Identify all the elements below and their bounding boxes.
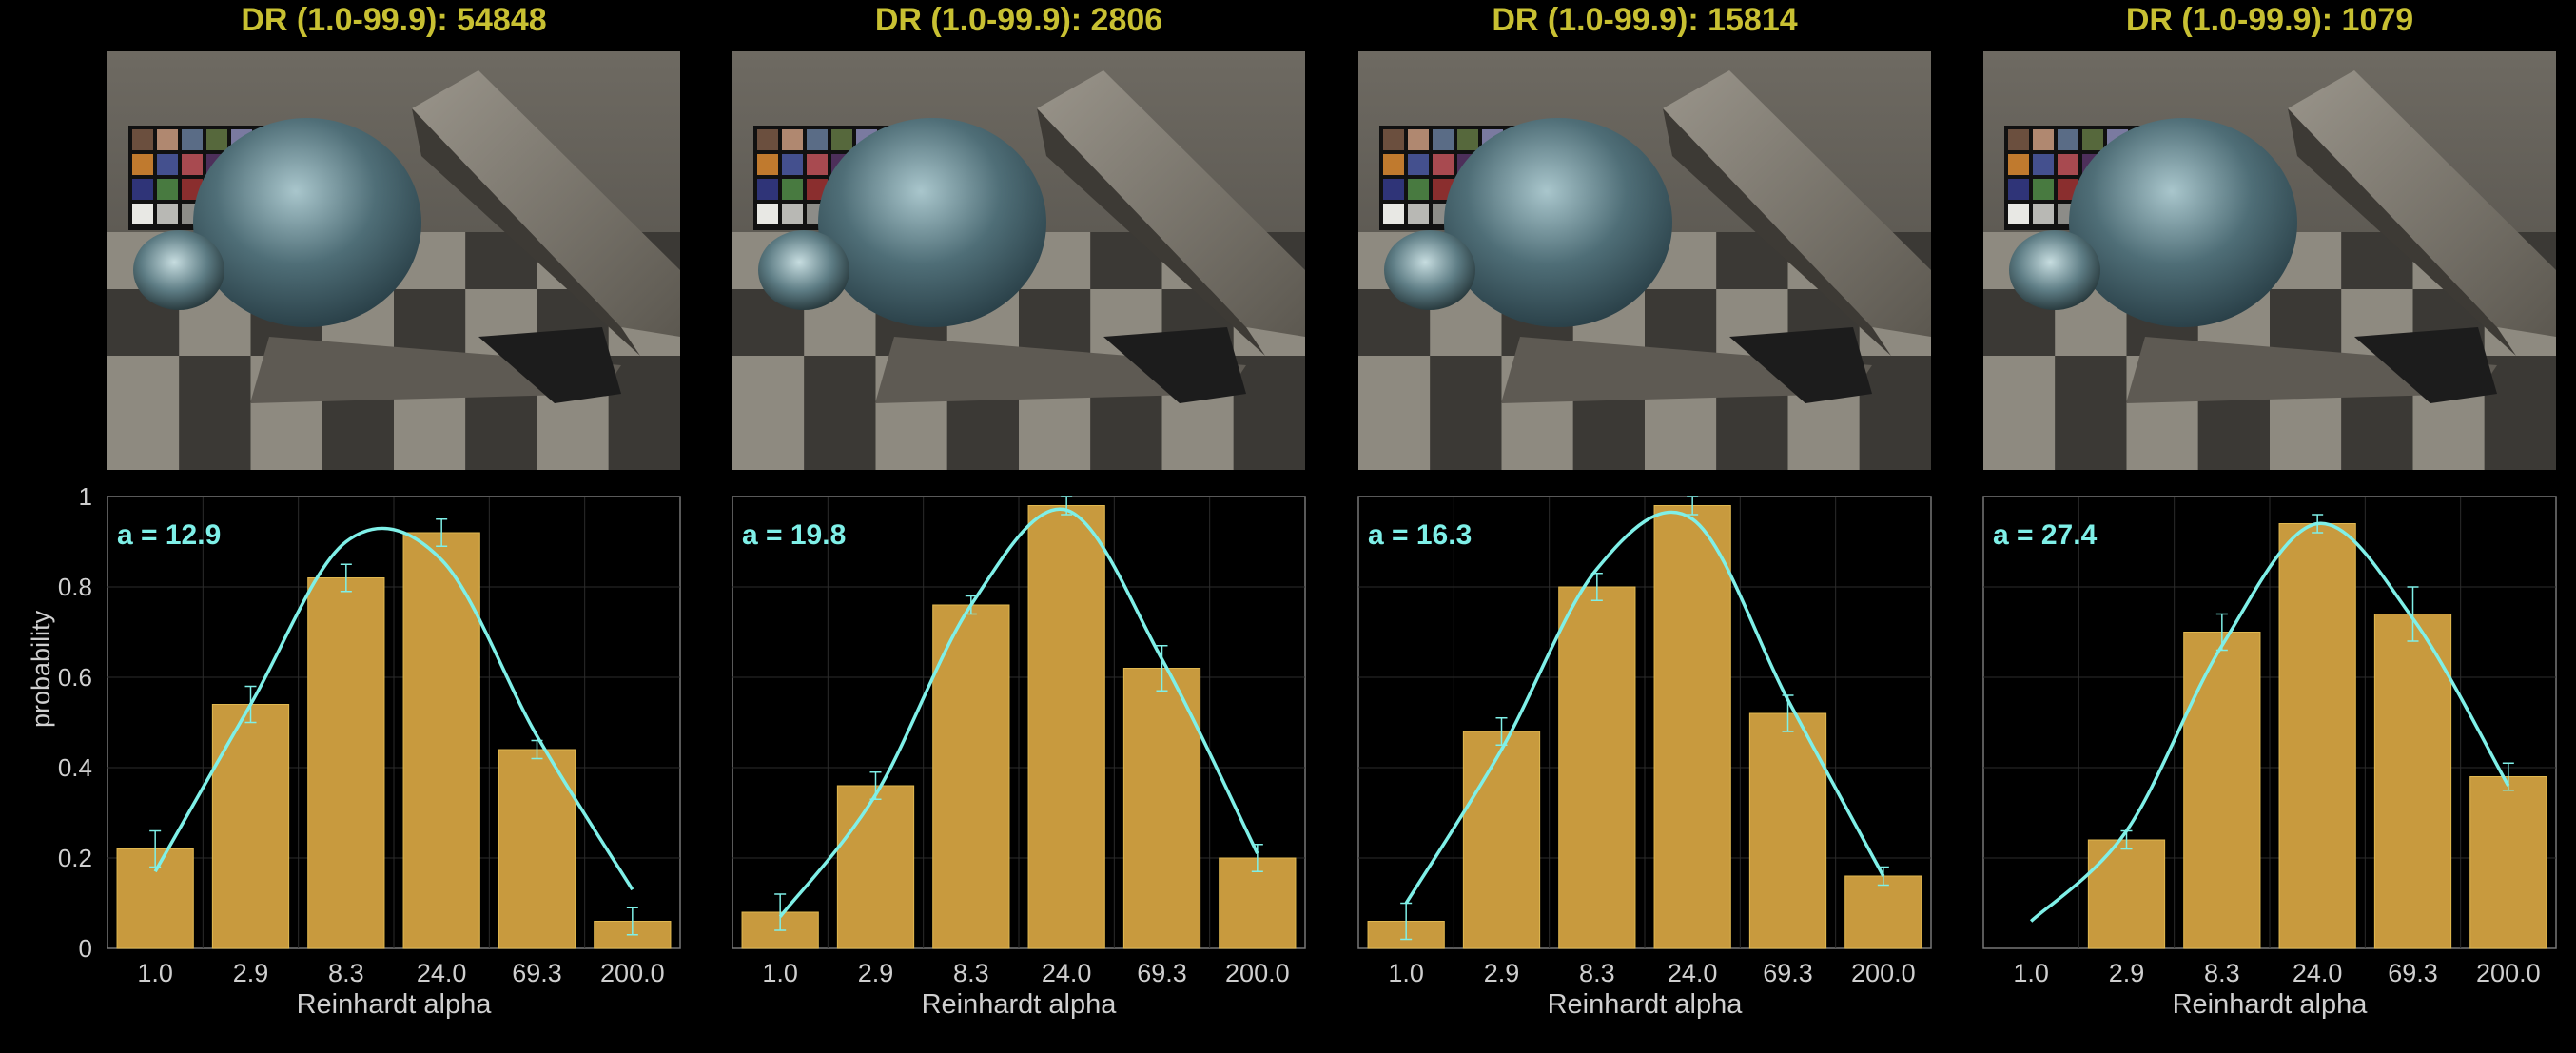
y-tick-label: 1 [79, 482, 92, 511]
x-tick-label: 69.3 [2388, 959, 2438, 987]
x-axis-label: Reinhardt alpha [1548, 989, 1744, 1020]
bar [932, 604, 1010, 949]
x-axis-label: Reinhardt alpha [2173, 989, 2369, 1020]
y-axis-label: probability [27, 610, 55, 728]
x-tick-label: 2.9 [2109, 959, 2145, 987]
alpha-annotation: a = 27.4 [1993, 519, 2098, 551]
panel-title: DR (1.0-99.9): 2806 [874, 2, 1163, 38]
x-tick-label: 24.0 [1042, 959, 1092, 987]
x-tick-label: 200.0 [600, 959, 665, 987]
x-tick-label: 200.0 [1851, 959, 1916, 987]
fit-curve [778, 507, 1259, 918]
fit-curve [153, 526, 634, 891]
bar-chart: a = 27.4 1.0 2.9 8.3 24.0 69.3 200.0 Reinhardt … [1982, 496, 2557, 1020]
bar-chart: a = 12.9 0 0.2 0.4 0.6 0.8 1 1.0 2.9 8.3 24.0 69.3 2… [58, 482, 681, 1020]
x-tick-label: 200.0 [2476, 959, 2541, 987]
alpha-annotation: a = 16.3 [1368, 519, 1472, 551]
x-tick-label: 69.3 [1137, 959, 1187, 987]
panel-title: DR (1.0-99.9): 54848 [241, 2, 547, 38]
bar [2373, 614, 2452, 949]
x-tick-label: 2.9 [1484, 959, 1520, 987]
x-tick-label: 200.0 [1225, 959, 1290, 987]
rendered-scene-image [1983, 51, 2556, 470]
bar [1219, 857, 1297, 949]
chart-panel-1: DR (1.0-99.9): 54848 a = 12.9 0 0.2 0.4 0.6 0.… [58, 0, 681, 1053]
panel-title: DR (1.0-99.9): 15814 [1492, 2, 1798, 38]
x-tick-label: 24.0 [417, 959, 467, 987]
y-tick-label: 0 [79, 934, 92, 963]
rendered-scene-image [732, 51, 1305, 470]
bar [1844, 875, 1922, 949]
x-tick-label: 69.3 [512, 959, 562, 987]
y-tick-label: 0.2 [58, 844, 92, 872]
bar-chart: a = 16.3 1.0 2.9 8.3 24.0 69.3 200.0 Reinhardt … [1357, 496, 1932, 1020]
x-axis-label: Reinhardt alpha [922, 989, 1118, 1020]
bar [2183, 632, 2261, 949]
bar [2278, 523, 2356, 949]
bar [1653, 505, 1731, 949]
bar [2469, 776, 2547, 949]
x-tick-label: 8.3 [328, 959, 364, 987]
x-tick-label: 8.3 [2204, 959, 2240, 987]
x-tick-label: 1.0 [2013, 959, 2049, 987]
x-tick-label: 8.3 [953, 959, 989, 987]
x-tick-label: 24.0 [2293, 959, 2343, 987]
x-tick-label: 69.3 [1763, 959, 1813, 987]
rendered-scene-image [1358, 51, 1931, 470]
alpha-annotation: a = 12.9 [117, 519, 221, 551]
y-tick-label: 0.6 [58, 663, 92, 692]
chart-panel-4: DR (1.0-99.9): 1079 a = 27.4 1.0 2.9 8.3 24.0… [1982, 0, 2557, 1053]
bar-chart: a = 19.8 1.0 2.9 8.3 24.0 69.3 200.0 Reinhardt … [732, 496, 1306, 1020]
bar [1558, 586, 1636, 949]
x-tick-label: 8.3 [1579, 959, 1615, 987]
fit-curve [1404, 510, 1885, 905]
y-tick-label: 0.4 [58, 753, 92, 782]
bar [1748, 712, 1827, 949]
panel-title: DR (1.0-99.9): 1079 [2125, 2, 2414, 38]
fit-curve [2029, 521, 2510, 923]
bar [2087, 839, 2166, 949]
x-tick-label: 1.0 [1388, 959, 1424, 987]
x-tick-label: 24.0 [1668, 959, 1718, 987]
bar [1122, 668, 1201, 949]
x-tick-label: 2.9 [858, 959, 894, 987]
x-tick-label: 1.0 [762, 959, 798, 987]
bar [836, 785, 915, 949]
bar [1027, 505, 1105, 949]
alpha-annotation: a = 19.8 [742, 519, 846, 551]
bar [211, 704, 290, 949]
rendered-scene-image [107, 51, 680, 470]
y-tick-label: 0.8 [58, 573, 92, 601]
bar [1462, 731, 1541, 949]
bar [307, 577, 385, 949]
bar [498, 749, 576, 949]
chart-panel-3: DR (1.0-99.9): 15814 a = 16.3 1.0 2.9 8.3 24.… [1357, 0, 1932, 1053]
x-axis-label: Reinhardt alpha [297, 989, 493, 1020]
bar [402, 532, 480, 949]
x-tick-label: 1.0 [137, 959, 173, 987]
chart-panel-2: DR (1.0-99.9): 2806 a = 19.8 1.0 2.9 8.3 24.0… [732, 0, 1306, 1053]
x-tick-label: 2.9 [233, 959, 269, 987]
